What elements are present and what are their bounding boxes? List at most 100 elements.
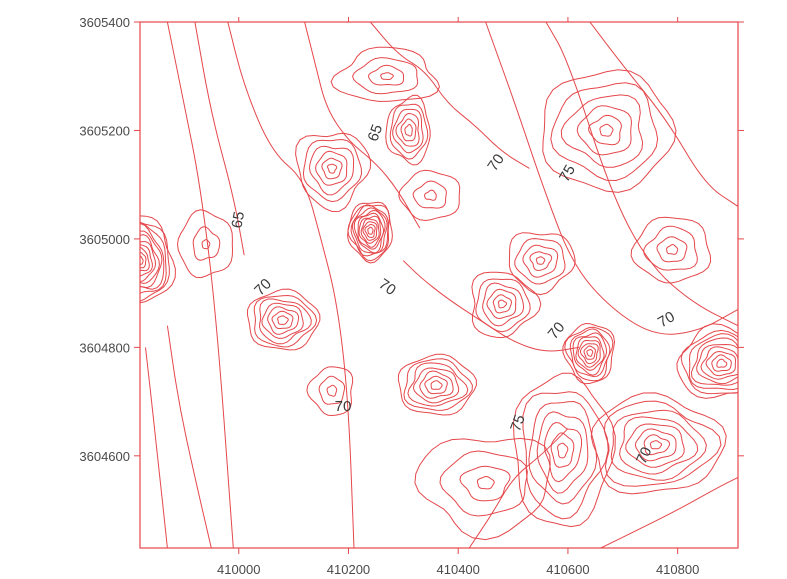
contour-ring — [564, 326, 614, 382]
contour-value-label: 70 — [375, 276, 398, 299]
contour-ring — [619, 416, 699, 475]
contour-ring — [315, 150, 348, 186]
contour-ring — [271, 310, 294, 329]
contour-ring — [610, 409, 707, 481]
contour-ring — [261, 302, 304, 339]
contour-ring — [400, 118, 417, 142]
contour-value-label: 65 — [365, 122, 387, 143]
contour-ring — [486, 288, 517, 320]
contour-ring — [475, 278, 531, 333]
contour-value-label: 65 — [228, 210, 248, 229]
x-tick-label: 410600 — [546, 562, 589, 577]
contour-line — [600, 477, 738, 548]
contour-ring — [529, 251, 553, 271]
y-tick-label: 3605000 — [79, 232, 130, 247]
contour-ring — [550, 432, 575, 468]
contour-ring — [560, 94, 644, 168]
contour-ring — [140, 244, 153, 277]
contour-value-label: 75 — [556, 162, 579, 185]
contour-value-labels: 65 65 70 75 70 70 70 70 70 75 70 — [228, 122, 677, 466]
contour-ring — [535, 256, 546, 265]
contour-ring — [711, 354, 732, 372]
contour-ring — [430, 380, 443, 390]
contour-ring — [140, 222, 165, 290]
contour-ring — [140, 234, 160, 284]
contour-line — [304, 22, 421, 229]
contour-ring — [367, 64, 405, 86]
contour-line — [589, 22, 738, 207]
contour-line — [194, 22, 245, 256]
contour-ring — [543, 421, 582, 483]
contour-ring — [586, 348, 594, 357]
contour-ring — [140, 221, 170, 302]
plot-frame — [139, 21, 739, 549]
contour-ring — [392, 108, 424, 154]
contour-lines — [140, 22, 738, 548]
contour-ring — [424, 375, 448, 395]
contour-ring — [588, 114, 622, 146]
contour-ring — [439, 450, 528, 517]
contour-ring — [350, 204, 389, 257]
contour-ring — [590, 392, 727, 495]
y-tick-label: 3605200 — [79, 123, 130, 138]
contour-ring — [395, 112, 420, 147]
contour-ring — [459, 465, 511, 502]
contour-ring — [306, 366, 354, 417]
y-tick-label: 3604800 — [79, 340, 130, 355]
contour-ring — [321, 157, 343, 180]
contour-ring — [140, 215, 176, 304]
contour-ring — [267, 306, 300, 335]
contour-ring — [572, 332, 608, 376]
contour-ring — [253, 294, 318, 348]
contour-ring — [414, 437, 551, 541]
contour-ring — [569, 328, 611, 378]
contour-ring — [277, 315, 289, 325]
contour-ring — [690, 337, 738, 386]
contour-ring — [364, 224, 376, 239]
contour-ring — [528, 400, 598, 505]
contour-ring — [403, 358, 473, 411]
contour-ring — [630, 216, 712, 284]
x-tick-label: 410800 — [656, 562, 699, 577]
contour-ring — [688, 333, 738, 391]
contour-ring — [522, 244, 559, 278]
contour-ring — [575, 336, 605, 371]
contour-ring — [407, 362, 469, 407]
axis-tick-labels: 410000 410200 410400 410600 410800 3605400 360… — [79, 15, 699, 577]
contour-ring — [656, 236, 688, 263]
contour-ring — [700, 346, 738, 380]
contour-ring — [576, 105, 633, 156]
contour-value-label: 70 — [633, 444, 655, 466]
contour-ring — [625, 423, 685, 468]
contour-ring — [643, 434, 671, 456]
contour-ring — [482, 282, 525, 327]
contour-ring — [522, 391, 609, 520]
contour-ring — [259, 298, 312, 345]
contour-line — [370, 22, 530, 169]
contour-ring — [389, 103, 429, 160]
contour-ring — [360, 218, 380, 244]
contour-ring — [603, 400, 722, 487]
contour-line — [145, 347, 168, 548]
contour-ring — [412, 367, 460, 404]
contour-line — [485, 22, 738, 335]
contour-ring — [497, 299, 507, 309]
x-tick-label: 410400 — [437, 562, 480, 577]
contour-line — [227, 22, 355, 548]
contour-ring — [140, 255, 144, 265]
x-tick-label: 410200 — [327, 562, 370, 577]
contour-ring — [557, 442, 569, 459]
contour-ring — [643, 225, 698, 271]
contour-value-label: 70 — [545, 319, 569, 343]
contour-ring — [424, 189, 437, 201]
contour-ring — [326, 384, 338, 397]
contour-ring — [353, 209, 386, 254]
contour-ring — [380, 72, 394, 80]
x-tick-label: 410000 — [217, 562, 260, 577]
contour-ring — [358, 215, 382, 248]
contour-line — [545, 22, 738, 327]
contour-value-label: 70 — [251, 275, 275, 299]
contour-ring — [326, 163, 338, 174]
contour-ring — [419, 370, 454, 399]
contour-ring — [140, 221, 167, 294]
